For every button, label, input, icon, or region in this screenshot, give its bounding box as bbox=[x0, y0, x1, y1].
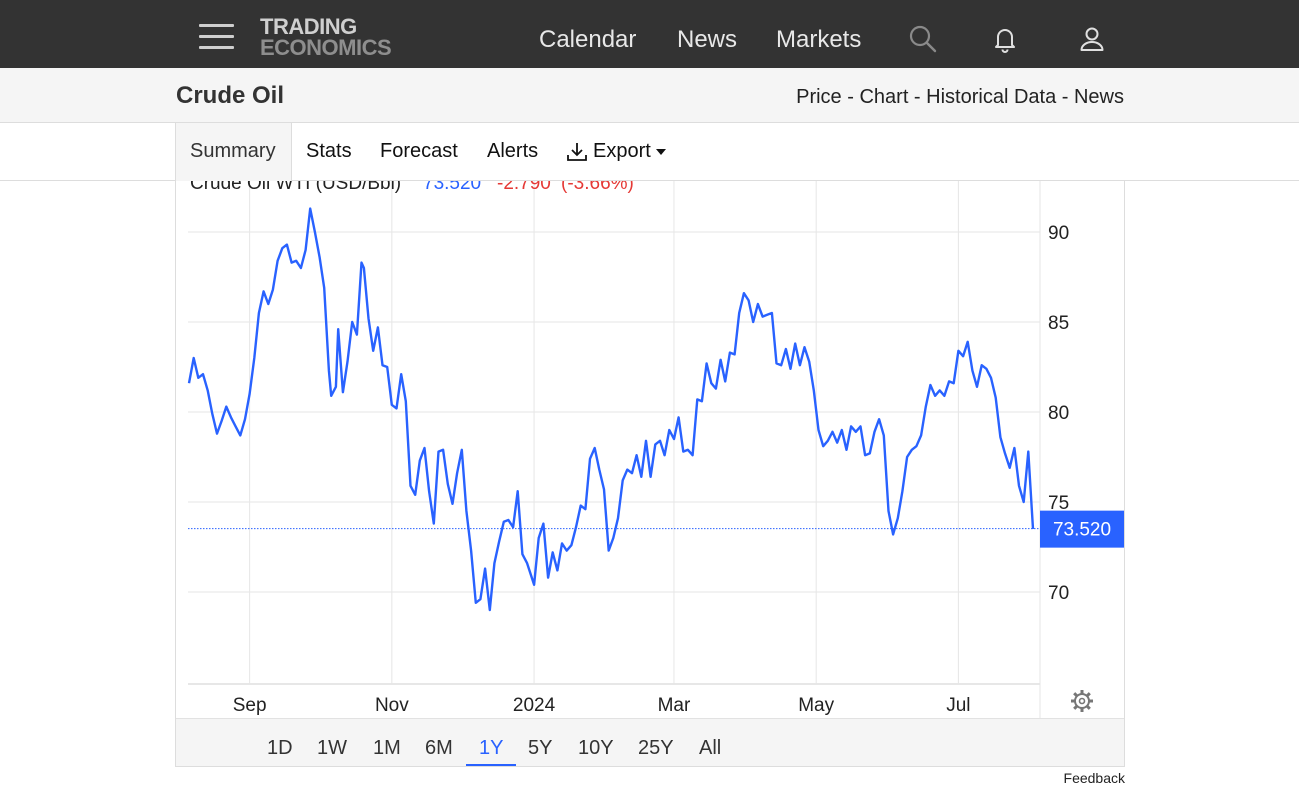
nav-markets[interactable]: Markets bbox=[776, 26, 862, 53]
x-tick-label: Sep bbox=[233, 695, 267, 716]
range-1m[interactable]: 1M bbox=[373, 737, 401, 759]
y-tick-label: 90 bbox=[1048, 223, 1069, 244]
y-tick-label: 85 bbox=[1048, 313, 1069, 334]
y-tick-label: 75 bbox=[1048, 493, 1069, 514]
y-tick-label: 80 bbox=[1048, 403, 1069, 424]
logo-line-2: ECONOMICS bbox=[260, 35, 392, 60]
export-button[interactable]: Export bbox=[566, 140, 667, 163]
series-line bbox=[187, 207, 1035, 612]
range-all[interactable]: All bbox=[699, 737, 722, 759]
chart-legend: Crude Oil WTI (USD/Bbl) 73.520 -2.790 (-… bbox=[190, 181, 634, 194]
range-25y[interactable]: 25Y bbox=[638, 737, 674, 759]
tab-summary[interactable]: Summary bbox=[190, 140, 276, 162]
breadcrumb: Price - Chart - Historical Data - News bbox=[796, 86, 1124, 109]
caret-down-icon bbox=[655, 148, 666, 155]
tab-forecast[interactable]: Forecast bbox=[380, 140, 458, 162]
tab-alerts[interactable]: Alerts bbox=[487, 140, 539, 162]
legend-change: -2.790 bbox=[497, 181, 551, 194]
range-1w[interactable]: 1W bbox=[317, 737, 347, 759]
page-header: Crude Oil Price - Chart - Historical Dat… bbox=[0, 68, 1299, 123]
legend-value: 73.520 bbox=[423, 181, 481, 194]
legend-change-percent: (-3.66%) bbox=[561, 181, 634, 194]
nav-news[interactable]: News bbox=[677, 26, 738, 53]
nav-calendar[interactable]: Calendar bbox=[539, 26, 637, 53]
tab-summary-container: Summary bbox=[175, 123, 292, 181]
logo[interactable]: TRADING ECONOMICS bbox=[260, 14, 392, 60]
crumb-separator: - bbox=[1056, 86, 1074, 108]
x-tick-label: Nov bbox=[375, 695, 409, 716]
range-6m[interactable]: 6M bbox=[425, 737, 453, 759]
x-tick-label: Jul bbox=[946, 695, 970, 716]
x-tick-label: 2024 bbox=[513, 695, 556, 716]
chart-panel: Crude Oil WTI (USD/Bbl) 73.520 -2.790 (-… bbox=[175, 181, 1125, 767]
crumb-chart[interactable]: Chart bbox=[859, 86, 909, 108]
chart-grid bbox=[188, 181, 1041, 718]
menu-icon[interactable] bbox=[199, 24, 234, 50]
range-selector: 1D 1W 1M 6M 1Y 5Y 10Y 25Y All bbox=[176, 718, 1124, 766]
range-1d[interactable]: 1D bbox=[267, 737, 293, 759]
top-navbar: TRADING ECONOMICS Calendar News Markets bbox=[0, 0, 1299, 68]
crumb-historical-data[interactable]: Historical Data bbox=[926, 86, 1057, 108]
page-title: Crude Oil bbox=[176, 82, 285, 109]
feedback-link[interactable]: Feedback bbox=[1063, 770, 1125, 786]
user-icon[interactable] bbox=[1077, 24, 1107, 54]
y-tick-label: 70 bbox=[1048, 583, 1069, 604]
download-icon bbox=[567, 142, 587, 161]
logo-line-1: TRADING bbox=[260, 14, 357, 39]
tab-bar: Summary Stats Forecast Alerts Export bbox=[0, 123, 1299, 181]
last-value-marker: 73.520 bbox=[188, 510, 1124, 548]
crumb-price[interactable]: Price bbox=[796, 86, 842, 108]
x-tick-label: May bbox=[798, 695, 834, 716]
x-axis: Sep Nov 2024 Mar May Jul bbox=[233, 695, 971, 716]
export-label: Export bbox=[593, 140, 651, 162]
range-active-indicator bbox=[466, 764, 516, 766]
crumb-separator: - bbox=[908, 86, 927, 108]
gear-icon[interactable] bbox=[1071, 690, 1093, 712]
range-1y[interactable]: 1Y bbox=[479, 737, 504, 759]
y-axis: 70 75 80 85 90 bbox=[1048, 223, 1069, 604]
tab-stats[interactable]: Stats bbox=[306, 140, 352, 162]
bell-icon[interactable] bbox=[990, 24, 1020, 54]
crumb-news[interactable]: News bbox=[1073, 86, 1124, 108]
last-value-label: 73.520 bbox=[1053, 520, 1111, 541]
range-10y[interactable]: 10Y bbox=[578, 737, 614, 759]
search-icon[interactable] bbox=[908, 24, 938, 54]
crumb-separator: - bbox=[841, 86, 860, 108]
x-tick-label: Mar bbox=[658, 695, 691, 716]
range-5y[interactable]: 5Y bbox=[528, 737, 553, 759]
series-layer bbox=[187, 207, 1035, 612]
price-chart[interactable]: Crude Oil WTI (USD/Bbl) 73.520 -2.790 (-… bbox=[176, 181, 1124, 718]
legend-series-name: Crude Oil WTI (USD/Bbl) bbox=[190, 181, 401, 194]
last-value-badge bbox=[1040, 510, 1124, 548]
